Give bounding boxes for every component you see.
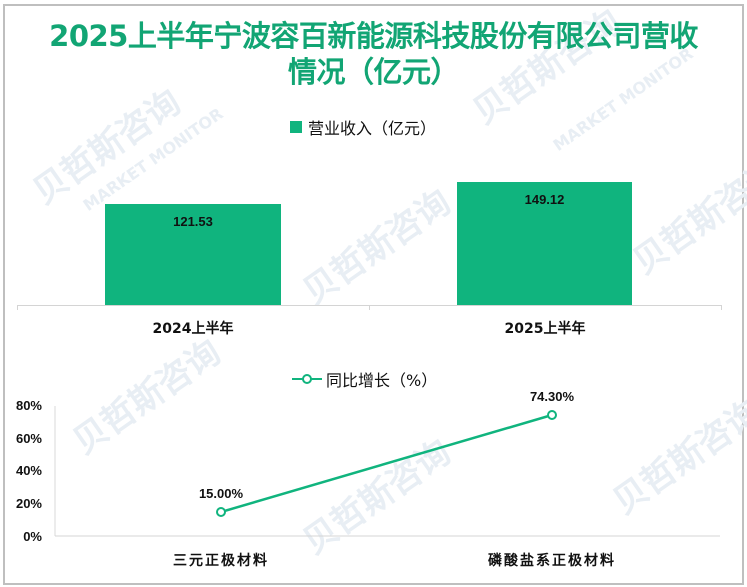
axis-tick <box>17 305 18 310</box>
bar-value-label: 149.12 <box>524 192 565 207</box>
chart-title-line2: 情况（亿元） <box>287 55 460 89</box>
bar-category-label: 2025上半年 <box>504 321 586 337</box>
y-tick-label: 80% <box>15 398 42 413</box>
axis-tick <box>369 305 370 310</box>
line-legend-label: 同比增长（%） <box>326 371 438 390</box>
legend-square-icon <box>290 121 302 133</box>
data-point <box>547 410 557 420</box>
growth-line <box>220 413 553 514</box>
data-point <box>216 507 226 517</box>
y-tick-label: 60% <box>15 431 42 446</box>
bar-2024h1: 121.53 <box>105 204 281 305</box>
bar-category-label: 2024上半年 <box>152 321 234 337</box>
axis-tick <box>721 305 722 310</box>
bar-legend-label: 营业收入（亿元） <box>308 119 437 138</box>
y-tick-label: 20% <box>15 496 42 511</box>
chart-title-line1: 2025上半年宁波容百新能源科技股份有限公司营收 <box>49 19 698 53</box>
legend-line-marker-icon <box>292 374 322 384</box>
line-legend: 同比增长（%） <box>292 367 437 391</box>
bar-value-label: 121.53 <box>173 214 213 229</box>
point-value-label: 74.30% <box>529 389 575 404</box>
line-category-label: 磷酸盐系正极材料 <box>488 553 616 569</box>
chart-title: 2025上半年宁波容百新能源科技股份有限公司营收 情况（亿元） <box>0 18 747 90</box>
y-tick-label: 40% <box>15 463 42 478</box>
bar-2025h1: 149.12 <box>457 182 632 305</box>
point-value-label: 15.00% <box>198 486 244 501</box>
y-tick-label: 0% <box>23 529 42 544</box>
bar-legend: 营业收入（亿元） <box>290 115 436 139</box>
line-category-label: 三元正极材料 <box>173 553 269 569</box>
